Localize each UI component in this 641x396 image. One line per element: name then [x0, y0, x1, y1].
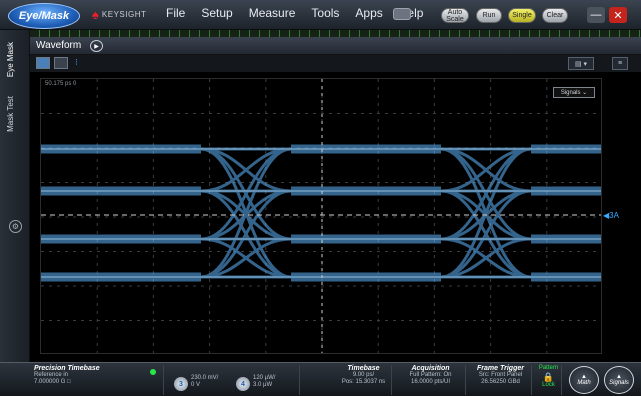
minimize-button[interactable]: — — [587, 7, 605, 23]
tab-mask-test[interactable]: Mask Test — [6, 96, 15, 132]
math-label: Math — [577, 380, 591, 386]
scope-ruler-strip — [30, 30, 641, 37]
signals-label: Signals — [609, 380, 629, 386]
timebase-line1: 9.00 ps/ — [352, 372, 375, 378]
status-bar: Precision Timebase Reference in 7.000000… — [0, 362, 641, 396]
split-grid-icon[interactable] — [54, 57, 68, 69]
menu-tools[interactable]: Tools — [311, 6, 340, 20]
auto-scale-button[interactable]: Auto Scale — [441, 8, 469, 23]
play-icon[interactable]: ▶ — [90, 40, 103, 52]
menu-bar: Eye/Mask ♠ KEYSIGHT File Setup Measure T… — [0, 0, 641, 30]
display-options-icon[interactable]: ▤ ▾ — [568, 57, 594, 70]
timeline-line2: 7.000000 G □ — [34, 379, 71, 385]
signals-up-icon: ▲ — [616, 374, 622, 380]
timeline-title: Precision Timebase — [34, 365, 100, 372]
timebase-title: Timebase — [347, 365, 380, 372]
acquisition-panel[interactable]: Acquisition Full Pattern: On 16.0000 pts… — [396, 365, 466, 395]
run-button[interactable]: Run — [476, 8, 502, 23]
eye-trace — [200, 147, 292, 279]
frame-trigger-line2: 26.56250 GBd — [481, 379, 520, 385]
lock-icon: 🔒 — [542, 372, 555, 382]
clear-button[interactable]: Clear — [542, 8, 568, 23]
marker-dots-icon[interactable]: ⁝ — [75, 57, 78, 67]
channel-3-readout: 230.0 mV/ 0 V — [191, 375, 219, 388]
eye-trace — [440, 147, 532, 279]
waveform-toolbar: ⁝ ▤ ▾ ≡ — [30, 55, 641, 72]
channel-3-icon[interactable]: 3 — [174, 377, 188, 391]
tab-waveform[interactable]: Waveform — [36, 40, 82, 51]
brand-text: KEYSIGHT — [101, 10, 147, 19]
signals-button[interactable]: ▲ Signals — [604, 366, 634, 394]
pattern-title: Pattern — [538, 365, 559, 371]
menu-file[interactable]: File — [166, 6, 186, 20]
menu-apps[interactable]: Apps — [355, 6, 383, 20]
channel-4-icon[interactable]: 4 — [236, 377, 250, 391]
frame-trigger-line1: Src: Front Panel — [478, 372, 523, 378]
close-button[interactable]: ✕ — [609, 7, 627, 23]
keysight-logo: ♠ KEYSIGHT — [92, 8, 146, 21]
acquisition-line1: Full Pattern: On — [409, 372, 452, 378]
pattern-lock-panel[interactable]: Pattern 🔒 Lock — [536, 365, 562, 395]
plot-signals-dropdown[interactable]: Signals ⌄ — [553, 87, 595, 98]
eye-traces — [41, 144, 601, 282]
timebase-line2: Pos: 15.3037 ns — [341, 379, 386, 385]
hamburger-menu-icon[interactable]: ≡ — [612, 57, 628, 70]
math-button[interactable]: ▲ Math — [569, 366, 599, 394]
acquisition-line2: 16.0000 pts/UI — [410, 379, 451, 385]
eye-trace — [440, 189, 532, 279]
single-grid-icon[interactable] — [36, 57, 50, 69]
timebase-panel[interactable]: Timebase 9.00 ps/ Pos: 15.3037 ns — [336, 365, 392, 395]
eye-mask-app-button[interactable]: Eye/Mask — [8, 3, 80, 29]
scale-label: 50.175 ps 0 — [45, 81, 77, 87]
timeline-line1: Reference in — [34, 372, 69, 378]
math-up-icon: ▲ — [581, 374, 587, 380]
timeline-status-dot — [150, 369, 156, 375]
channel-marker[interactable]: ◀3A — [603, 211, 619, 220]
screenshot-camera-icon[interactable] — [393, 8, 411, 20]
main-menu: File Setup Measure Tools Apps Help — [158, 6, 431, 20]
left-tab-strip: Eye Mask Mask Test ⚙ — [0, 30, 30, 362]
eye-trace — [200, 189, 292, 279]
menu-setup[interactable]: Setup — [201, 6, 233, 20]
frame-trigger-title: Frame Trigger — [477, 365, 524, 372]
eye-diagram-canvas — [41, 79, 601, 353]
eye-diagram-plot[interactable]: 50.175 ps 0 Signals ⌄ — [40, 78, 602, 354]
tab-eye-mask[interactable]: Eye Mask — [6, 42, 15, 78]
channel-4-readout: 120 µW/ 3.0 µW — [253, 375, 276, 388]
keysight-wave-icon: ♠ — [92, 7, 99, 22]
channels-panel[interactable]: 3 230.0 mV/ 0 V 4 120 µW/ 3.0 µW — [170, 365, 300, 395]
timeline-panel[interactable]: Precision Timebase Reference in 7.000000… — [34, 365, 164, 395]
acquisition-title: Acquisition — [411, 365, 450, 372]
lock-label: Lock — [542, 382, 555, 388]
waveform-tab-bar: Waveform ▶ — [30, 37, 641, 55]
single-button[interactable]: Single — [508, 8, 536, 23]
gear-icon[interactable]: ⚙ — [9, 220, 22, 233]
frame-trigger-panel[interactable]: Frame Trigger Src: Front Panel 26.56250 … — [470, 365, 532, 395]
menu-measure[interactable]: Measure — [248, 6, 296, 20]
